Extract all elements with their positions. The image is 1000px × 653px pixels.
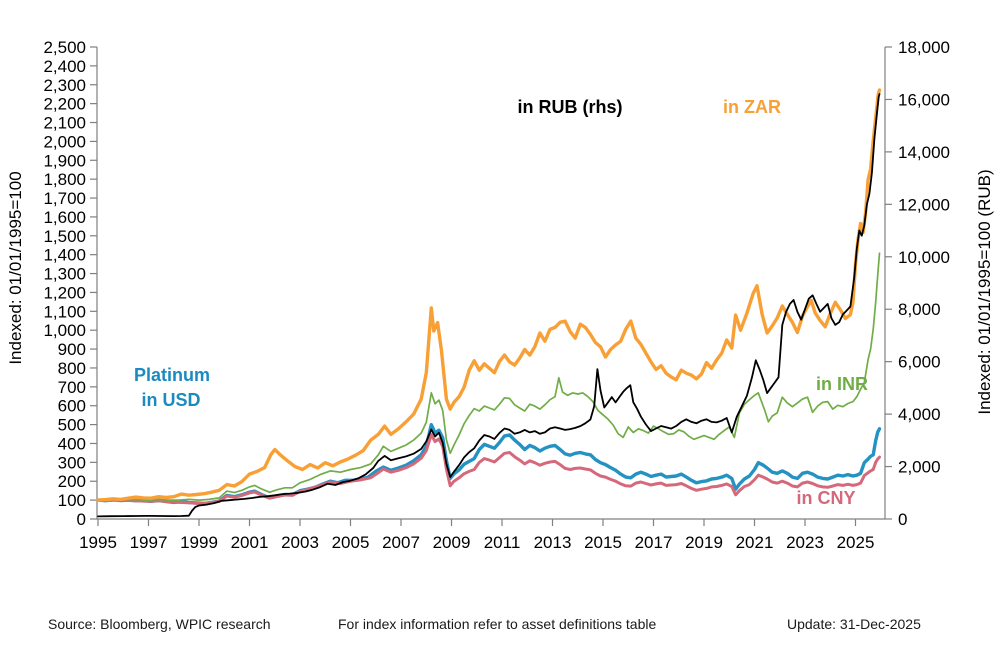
x-axis-tick-label: 2017: [635, 533, 673, 552]
x-axis-tick-label: 2013: [534, 533, 572, 552]
x-axis-tick-label: 2009: [433, 533, 471, 552]
left-axis-tick-label: 2,000: [43, 132, 86, 151]
series-line-in-inr: [97, 252, 881, 502]
x-axis-tick-label: 2021: [736, 533, 774, 552]
left-axis-tick-label: 1,500: [43, 227, 86, 246]
series-line-in-cny: [96, 433, 881, 505]
series-label-in-rub-rhs-: in RUB (rhs): [518, 97, 623, 117]
left-axis-tick-label: 1,100: [43, 302, 86, 321]
left-axis-tick-label: 600: [58, 397, 86, 416]
left-axis-tick-label: 800: [58, 359, 86, 378]
left-axis-tick-label: 1,300: [43, 265, 86, 284]
x-axis-tick-label: 2003: [281, 533, 319, 552]
series-label-in-cny: in CNY: [796, 488, 855, 508]
x-axis-tick-label: 2015: [584, 533, 622, 552]
left-axis-tick-label: 700: [58, 378, 86, 397]
series-line-in-rub-rhs-: [97, 93, 881, 518]
left-axis-tick-label: 2,400: [43, 57, 86, 76]
left-axis-title: Indexed: 01/01/1995=100: [6, 171, 25, 365]
index-info-note: For index information refer to asset def…: [338, 616, 657, 632]
x-axis-tick-label: 2023: [786, 533, 824, 552]
right-axis-tick-label: 18,000: [898, 38, 950, 57]
series-label-in-usd: in USD: [141, 390, 200, 410]
right-axis-tick-label: 6,000: [898, 353, 941, 372]
left-axis-tick-label: 1,900: [43, 151, 86, 170]
update-date: Update: 31-Dec-2025: [787, 616, 921, 632]
left-axis-tick-label: 1,700: [43, 189, 86, 208]
x-axis-tick-label: 1997: [130, 533, 168, 552]
series-label-in-inr: in INR: [816, 374, 868, 394]
left-axis-tick-label: 2,100: [43, 114, 86, 133]
right-axis-tick-label: 4,000: [898, 405, 941, 424]
left-axis-tick-label: 200: [58, 472, 86, 491]
left-axis-tick-label: 2,200: [43, 95, 86, 114]
left-axis-tick-label: 1,000: [43, 321, 86, 340]
left-axis-tick-label: 1,200: [43, 283, 86, 302]
left-axis-tick-label: 2,500: [43, 38, 86, 57]
series-line-in-zar: [96, 88, 882, 502]
left-axis-tick-label: 0: [77, 510, 86, 529]
right-axis-title: Indexed: 01/01/1995=100 (RUB): [975, 169, 994, 415]
right-axis-tick-label: 14,000: [898, 143, 950, 162]
left-axis-tick-label: 500: [58, 416, 86, 435]
x-axis-tick-label: 1999: [180, 533, 218, 552]
left-axis-tick-label: 1,800: [43, 170, 86, 189]
left-axis-tick-label: 300: [58, 453, 86, 472]
x-axis-tick-label: 2001: [231, 533, 269, 552]
x-axis-tick-label: 2011: [484, 533, 521, 552]
x-axis-tick-label: 2019: [685, 533, 723, 552]
left-axis-tick-label: 1,600: [43, 208, 86, 227]
x-axis-tick-label: 1995: [79, 533, 117, 552]
series-label-in-zar: in ZAR: [723, 97, 781, 117]
right-axis-tick-label: 10,000: [898, 248, 950, 267]
source-note: Source: Bloomberg, WPIC research: [48, 616, 271, 632]
right-axis-tick-label: 2,000: [898, 458, 941, 477]
right-axis-tick-label: 0: [898, 510, 907, 529]
left-axis-tick-label: 100: [58, 491, 86, 510]
left-axis-tick-label: 900: [58, 340, 86, 359]
left-axis-tick-label: 400: [58, 434, 86, 453]
series-label-platinum: Platinum: [134, 365, 210, 385]
right-axis-tick-label: 8,000: [898, 300, 941, 319]
left-axis-tick-label: 1,400: [43, 246, 86, 265]
right-axis-tick-label: 12,000: [898, 195, 950, 214]
x-axis-tick-label: 2025: [837, 533, 875, 552]
x-axis-tick-label: 2005: [332, 533, 370, 552]
x-axis-tick-label: 2007: [382, 533, 420, 552]
left-axis-tick-label: 2,300: [43, 76, 86, 95]
right-axis-tick-label: 16,000: [898, 90, 950, 109]
